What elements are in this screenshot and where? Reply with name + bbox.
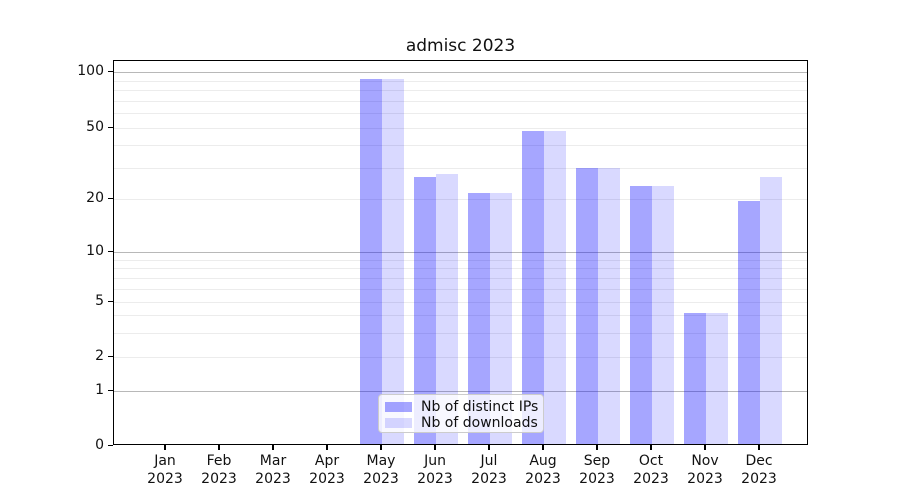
- y-tick-label-2: 2: [95, 348, 104, 364]
- x-tick-mark-may: [380, 445, 382, 450]
- gridline-y5: [114, 302, 807, 303]
- x-tick-label-oct: Oct 2023: [633, 453, 669, 487]
- x-tick-label-may: May 2023: [363, 453, 399, 487]
- y-tick-mark-100: [108, 70, 113, 72]
- x-tick-mark-sep: [596, 445, 598, 450]
- x-tick-label-feb: Feb 2023: [201, 453, 237, 487]
- x-tick-label-nov: Nov 2023: [687, 453, 723, 487]
- grid-layer: [114, 61, 807, 444]
- x-tick-mark-jun: [434, 445, 436, 450]
- x-tick-mark-oct: [650, 445, 652, 450]
- y-tick-mark-10: [108, 250, 113, 252]
- y-tick-label-100: 100: [77, 63, 104, 79]
- x-tick-label-aug: Aug 2023: [525, 453, 561, 487]
- legend-swatch-downloads: [385, 418, 412, 428]
- gridline-y2: [114, 357, 807, 358]
- gridline-y10: [114, 252, 807, 253]
- bar-distinct-ips-jun: [414, 176, 436, 444]
- legend: Nb of distinct IPs Nb of downloads: [378, 394, 544, 433]
- gridline-y30: [114, 167, 807, 169]
- gridline-y9: [114, 259, 807, 261]
- y-tick-label-50: 50: [86, 119, 104, 135]
- y-tick-label-20: 20: [86, 190, 104, 206]
- bar-downloads-nov: [706, 313, 728, 444]
- gridline-y3: [114, 332, 807, 334]
- gridline-y4: [114, 315, 807, 317]
- y-tick-label-10: 10: [86, 243, 104, 259]
- y-tick-mark-0: [108, 444, 113, 446]
- gridline-y90: [114, 80, 807, 82]
- x-tick-mark-aug: [542, 445, 544, 450]
- bar-distinct-ips-aug: [522, 130, 544, 444]
- gridline-y6: [114, 288, 807, 290]
- bar-downloads-dec: [760, 176, 782, 444]
- chart-title: admisc 2023: [405, 36, 516, 56]
- gridline-y70: [114, 100, 807, 102]
- gridline-y8: [114, 268, 807, 270]
- x-tick-mark-apr: [326, 445, 328, 450]
- x-tick-mark-mar: [272, 445, 274, 450]
- x-tick-mark-jul: [488, 445, 490, 450]
- bar-distinct-ips-jul: [468, 193, 490, 444]
- bar-distinct-ips-dec: [738, 200, 760, 444]
- plot-area: [113, 60, 808, 445]
- y-tick-mark-1: [108, 389, 113, 391]
- y-tick-label-5: 5: [95, 293, 104, 309]
- bar-downloads-aug: [544, 130, 566, 444]
- x-tick-label-apr: Apr 2023: [309, 453, 345, 487]
- legend-swatch-distinct-ips: [385, 402, 412, 412]
- x-tick-mark-feb: [218, 445, 220, 450]
- gridline-y20: [114, 199, 807, 200]
- legend-row-distinct-ips: Nb of distinct IPs: [385, 399, 539, 415]
- gridline-y60: [114, 113, 807, 115]
- gridline-y100: [114, 72, 807, 73]
- y-tick-mark-2: [108, 355, 113, 357]
- bar-downloads-oct: [652, 186, 674, 444]
- gridline-y50: [114, 128, 807, 129]
- bar-distinct-ips-sep: [576, 168, 598, 444]
- bar-downloads-jul: [490, 193, 512, 444]
- bar-distinct-ips-oct: [630, 186, 652, 444]
- y-tick-label-0: 0: [95, 437, 104, 453]
- x-tick-label-dec: Dec 2023: [741, 453, 777, 487]
- gridline-y7: [114, 277, 807, 279]
- bar-layer: [114, 61, 807, 444]
- x-tick-label-sep: Sep 2023: [579, 453, 615, 487]
- x-tick-label-jul: Jul 2023: [471, 453, 507, 487]
- bar-downloads-sep: [598, 168, 620, 444]
- legend-label-distinct-ips: Nb of distinct IPs: [421, 399, 539, 415]
- y-tick-label-1: 1: [95, 382, 104, 398]
- y-tick-mark-20: [108, 197, 113, 199]
- legend-label-downloads: Nb of downloads: [421, 415, 538, 431]
- gridline-y40: [114, 145, 807, 147]
- x-tick-label-mar: Mar 2023: [255, 453, 291, 487]
- bar-distinct-ips-nov: [684, 313, 706, 444]
- gridline-y80: [114, 90, 807, 92]
- y-tick-mark-5: [108, 300, 113, 302]
- x-tick-mark-dec: [758, 445, 760, 450]
- bar-distinct-ips-may: [360, 78, 382, 444]
- bar-downloads-jun: [436, 173, 458, 444]
- y-tick-mark-50: [108, 126, 113, 128]
- x-tick-label-jan: Jan 2023: [147, 453, 183, 487]
- gridline-y1: [114, 391, 807, 392]
- x-tick-label-jun: Jun 2023: [417, 453, 453, 487]
- legend-row-downloads: Nb of downloads: [385, 415, 538, 431]
- x-tick-mark-nov: [704, 445, 706, 450]
- bar-downloads-may: [382, 78, 404, 444]
- x-tick-mark-jan: [164, 445, 166, 450]
